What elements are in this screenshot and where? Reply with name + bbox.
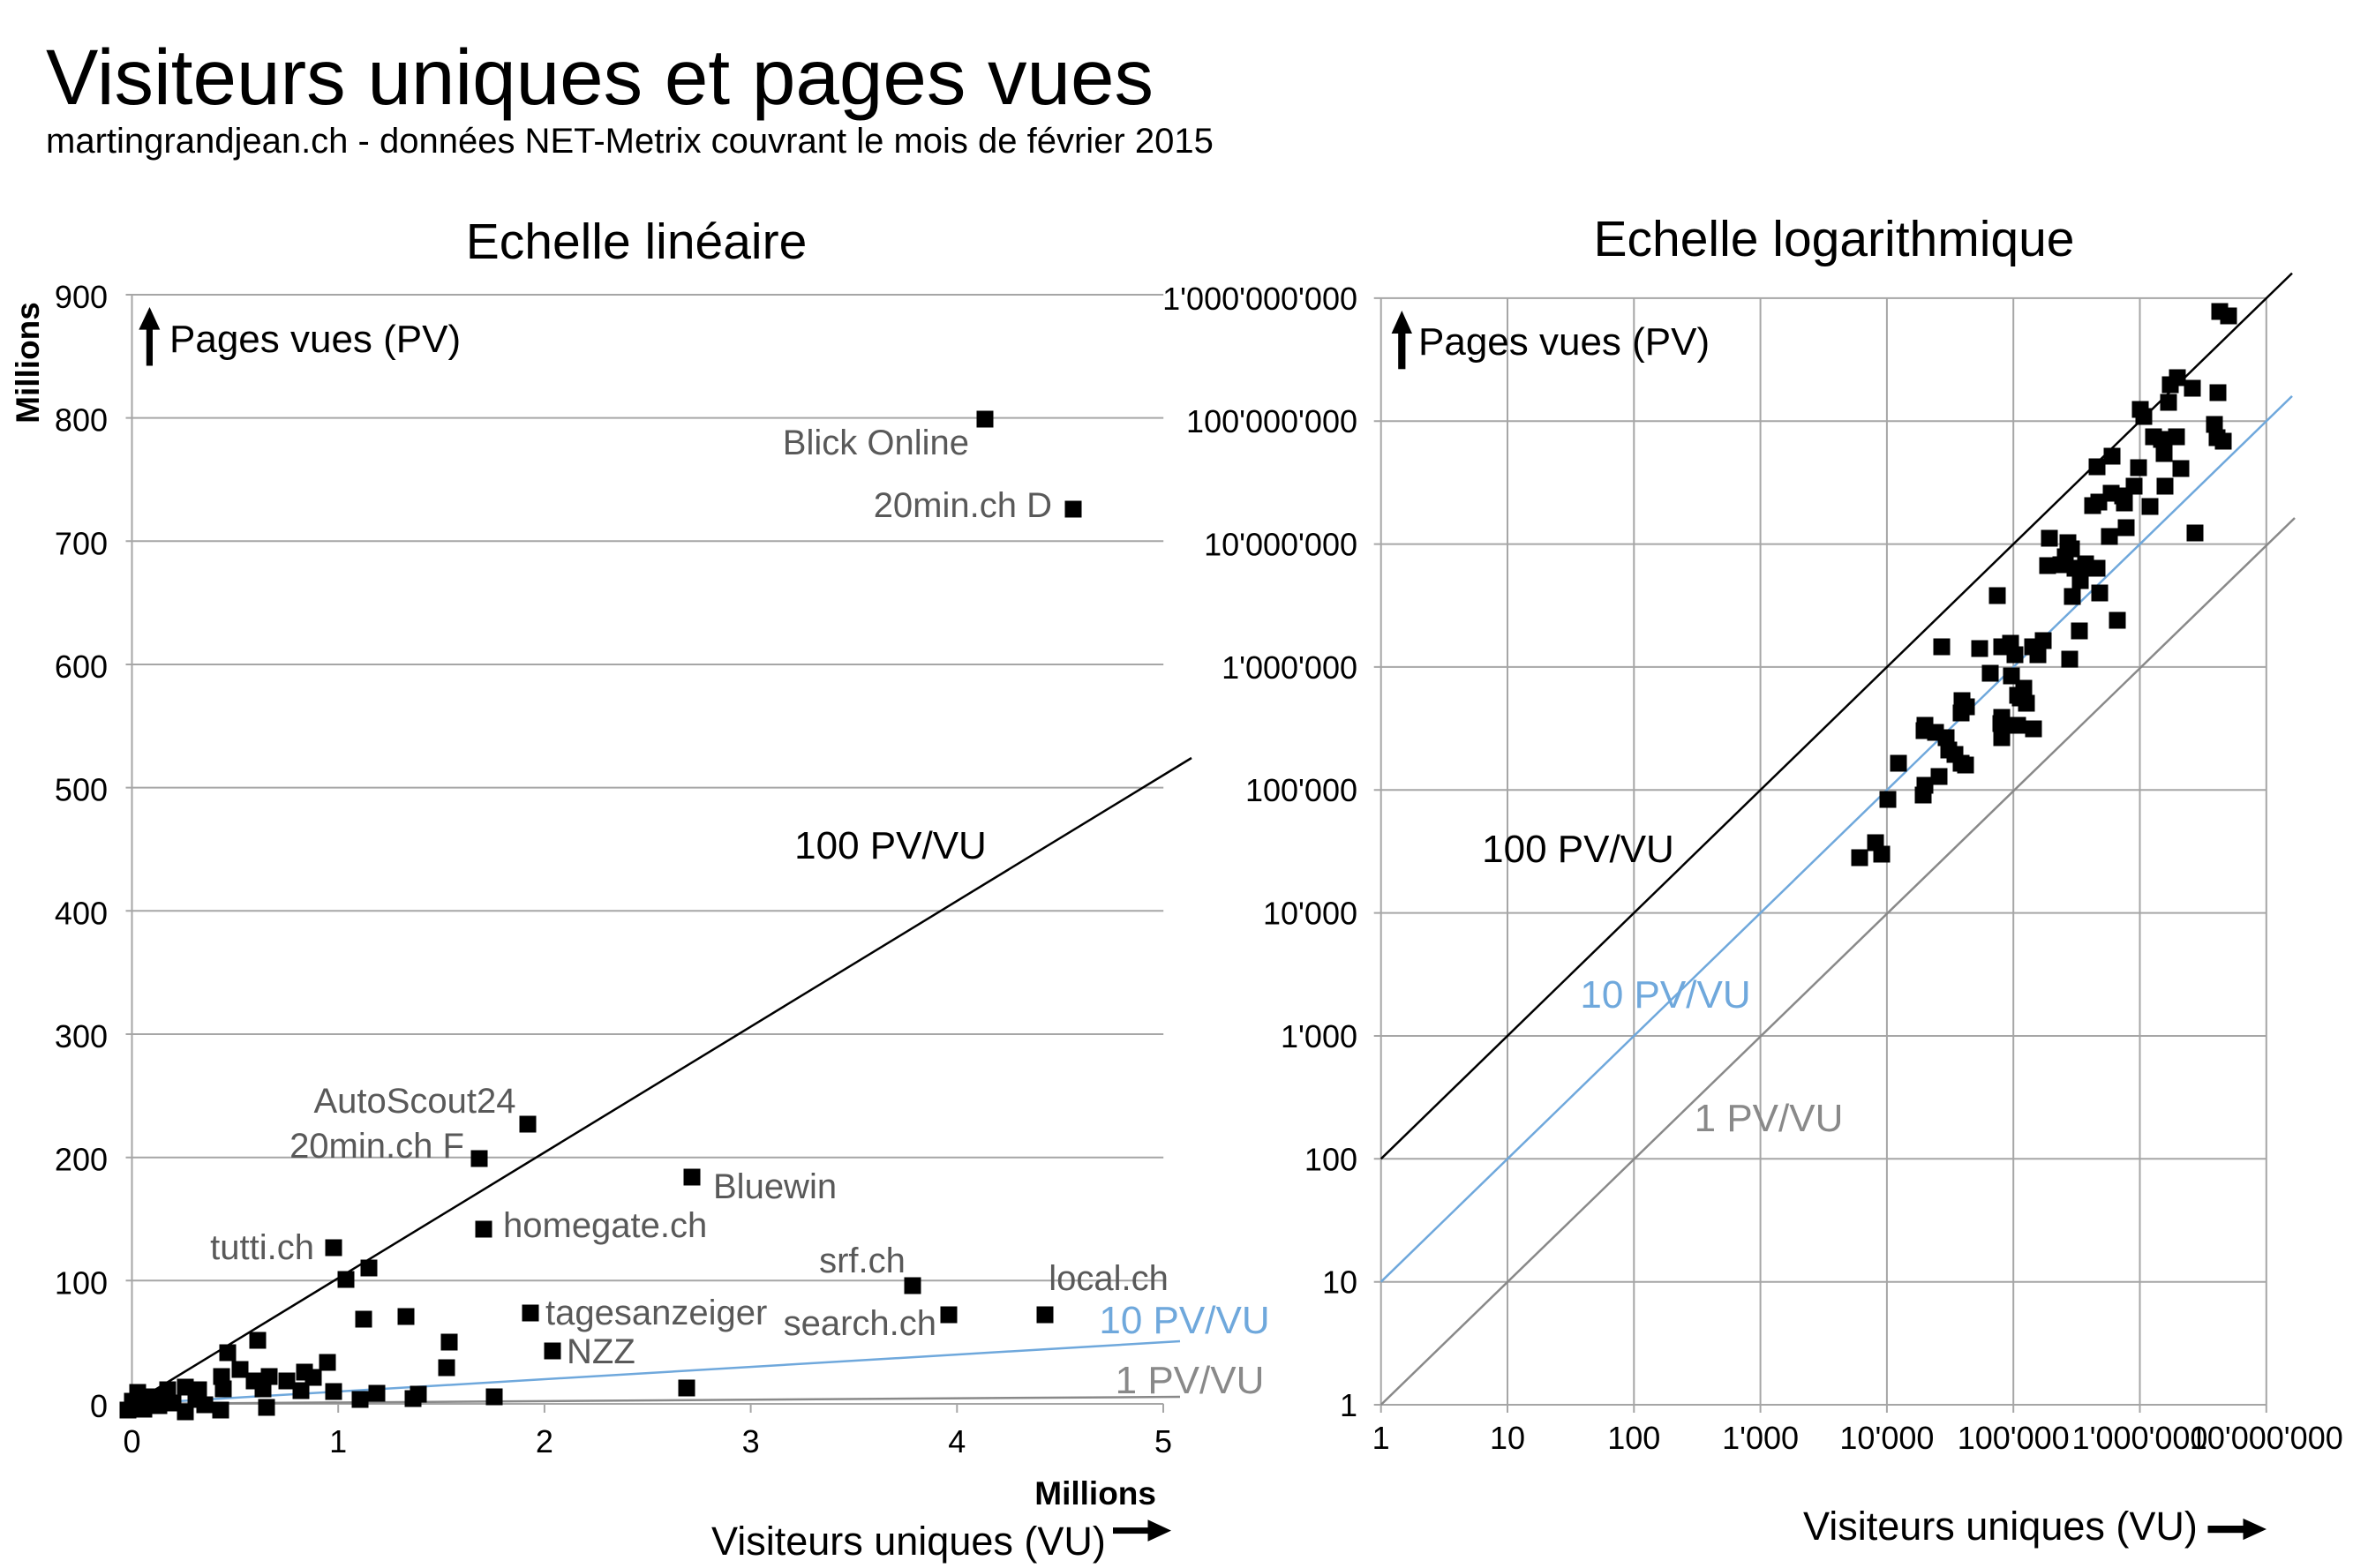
svg-text:100: 100 xyxy=(55,1264,108,1301)
svg-text:1'000: 1'000 xyxy=(1281,1018,1357,1054)
svg-text:200: 200 xyxy=(55,1142,108,1178)
svg-text:5: 5 xyxy=(1154,1423,1172,1459)
svg-text:20min.ch D: 20min.ch D xyxy=(874,486,1052,525)
svg-text:2: 2 xyxy=(536,1423,553,1459)
svg-text:martingrandjean.ch - données N: martingrandjean.ch - données NET-Metrix … xyxy=(46,122,1214,161)
svg-text:0: 0 xyxy=(123,1423,140,1459)
svg-text:700: 700 xyxy=(55,525,108,561)
svg-text:srf.ch: srf.ch xyxy=(819,1242,906,1280)
svg-text:Visiteurs uniques et pages vue: Visiteurs uniques et pages vues xyxy=(46,33,1154,121)
svg-text:20min.ch F: 20min.ch F xyxy=(289,1127,464,1166)
svg-text:100'000: 100'000 xyxy=(1958,1420,2070,1456)
svg-text:AutoScout24: AutoScout24 xyxy=(313,1082,515,1121)
svg-text:Millions: Millions xyxy=(10,302,46,424)
svg-text:100 PV/VU: 100 PV/VU xyxy=(1482,828,1674,871)
svg-text:Visiteurs uniques (VU): Visiteurs uniques (VU) xyxy=(711,1519,1106,1564)
svg-text:Millions: Millions xyxy=(1034,1475,1156,1512)
svg-text:Bluewin: Bluewin xyxy=(713,1167,837,1206)
svg-text:Blick Online: Blick Online xyxy=(783,424,969,462)
svg-text:Pages vues (PV): Pages vues (PV) xyxy=(169,318,461,361)
svg-text:0: 0 xyxy=(90,1388,108,1424)
svg-text:800: 800 xyxy=(55,402,108,439)
svg-text:NZZ: NZZ xyxy=(567,1332,635,1371)
svg-text:400: 400 xyxy=(55,895,108,931)
svg-text:Visiteurs uniques (VU): Visiteurs uniques (VU) xyxy=(1803,1504,2198,1549)
svg-text:1'000'000: 1'000'000 xyxy=(1222,649,1357,686)
svg-text:1 PV/VU: 1 PV/VU xyxy=(1116,1359,1265,1402)
svg-text:1'000'000: 1'000'000 xyxy=(2072,1420,2208,1456)
svg-text:100: 100 xyxy=(1304,1141,1357,1177)
svg-text:300: 300 xyxy=(55,1018,108,1054)
svg-text:1 PV/VU: 1 PV/VU xyxy=(1695,1097,1844,1140)
svg-text:4: 4 xyxy=(948,1423,966,1459)
svg-text:100'000: 100'000 xyxy=(1245,772,1357,808)
svg-text:1: 1 xyxy=(329,1423,347,1459)
svg-text:1: 1 xyxy=(1340,1387,1357,1423)
svg-text:10 PV/VU: 10 PV/VU xyxy=(1099,1299,1269,1342)
svg-text:1'000'000'000: 1'000'000'000 xyxy=(1162,281,1357,317)
svg-text:10'000: 10'000 xyxy=(1263,896,1357,932)
svg-text:3: 3 xyxy=(742,1423,760,1459)
svg-text:10: 10 xyxy=(1490,1420,1525,1456)
svg-text:Pages vues (PV): Pages vues (PV) xyxy=(1418,320,1710,364)
svg-text:1: 1 xyxy=(1372,1420,1390,1456)
svg-text:600: 600 xyxy=(55,649,108,685)
svg-text:10'000'000: 10'000'000 xyxy=(1204,527,1357,563)
svg-text:10: 10 xyxy=(1322,1264,1357,1301)
svg-text:tutti.ch: tutti.ch xyxy=(210,1228,314,1267)
svg-text:100: 100 xyxy=(1607,1420,1660,1456)
svg-text:homegate.ch: homegate.ch xyxy=(503,1206,707,1245)
svg-text:100 PV/VU: 100 PV/VU xyxy=(794,824,987,867)
svg-text:tagesanzeiger: tagesanzeiger xyxy=(545,1294,767,1332)
svg-text:search.ch: search.ch xyxy=(784,1304,936,1343)
svg-text:Echelle linéaire: Echelle linéaire xyxy=(466,214,808,270)
svg-text:900: 900 xyxy=(55,279,108,315)
svg-text:10'000: 10'000 xyxy=(1839,1420,1934,1456)
svg-text:10'000'000: 10'000'000 xyxy=(2190,1420,2343,1456)
svg-text:local.ch: local.ch xyxy=(1049,1259,1169,1298)
svg-text:1'000: 1'000 xyxy=(1722,1420,1799,1456)
svg-text:Echelle logarithmique: Echelle logarithmique xyxy=(1594,211,2075,267)
svg-text:500: 500 xyxy=(55,772,108,808)
svg-text:100'000'000: 100'000'000 xyxy=(1186,403,1357,439)
svg-text:10 PV/VU: 10 PV/VU xyxy=(1580,973,1750,1017)
